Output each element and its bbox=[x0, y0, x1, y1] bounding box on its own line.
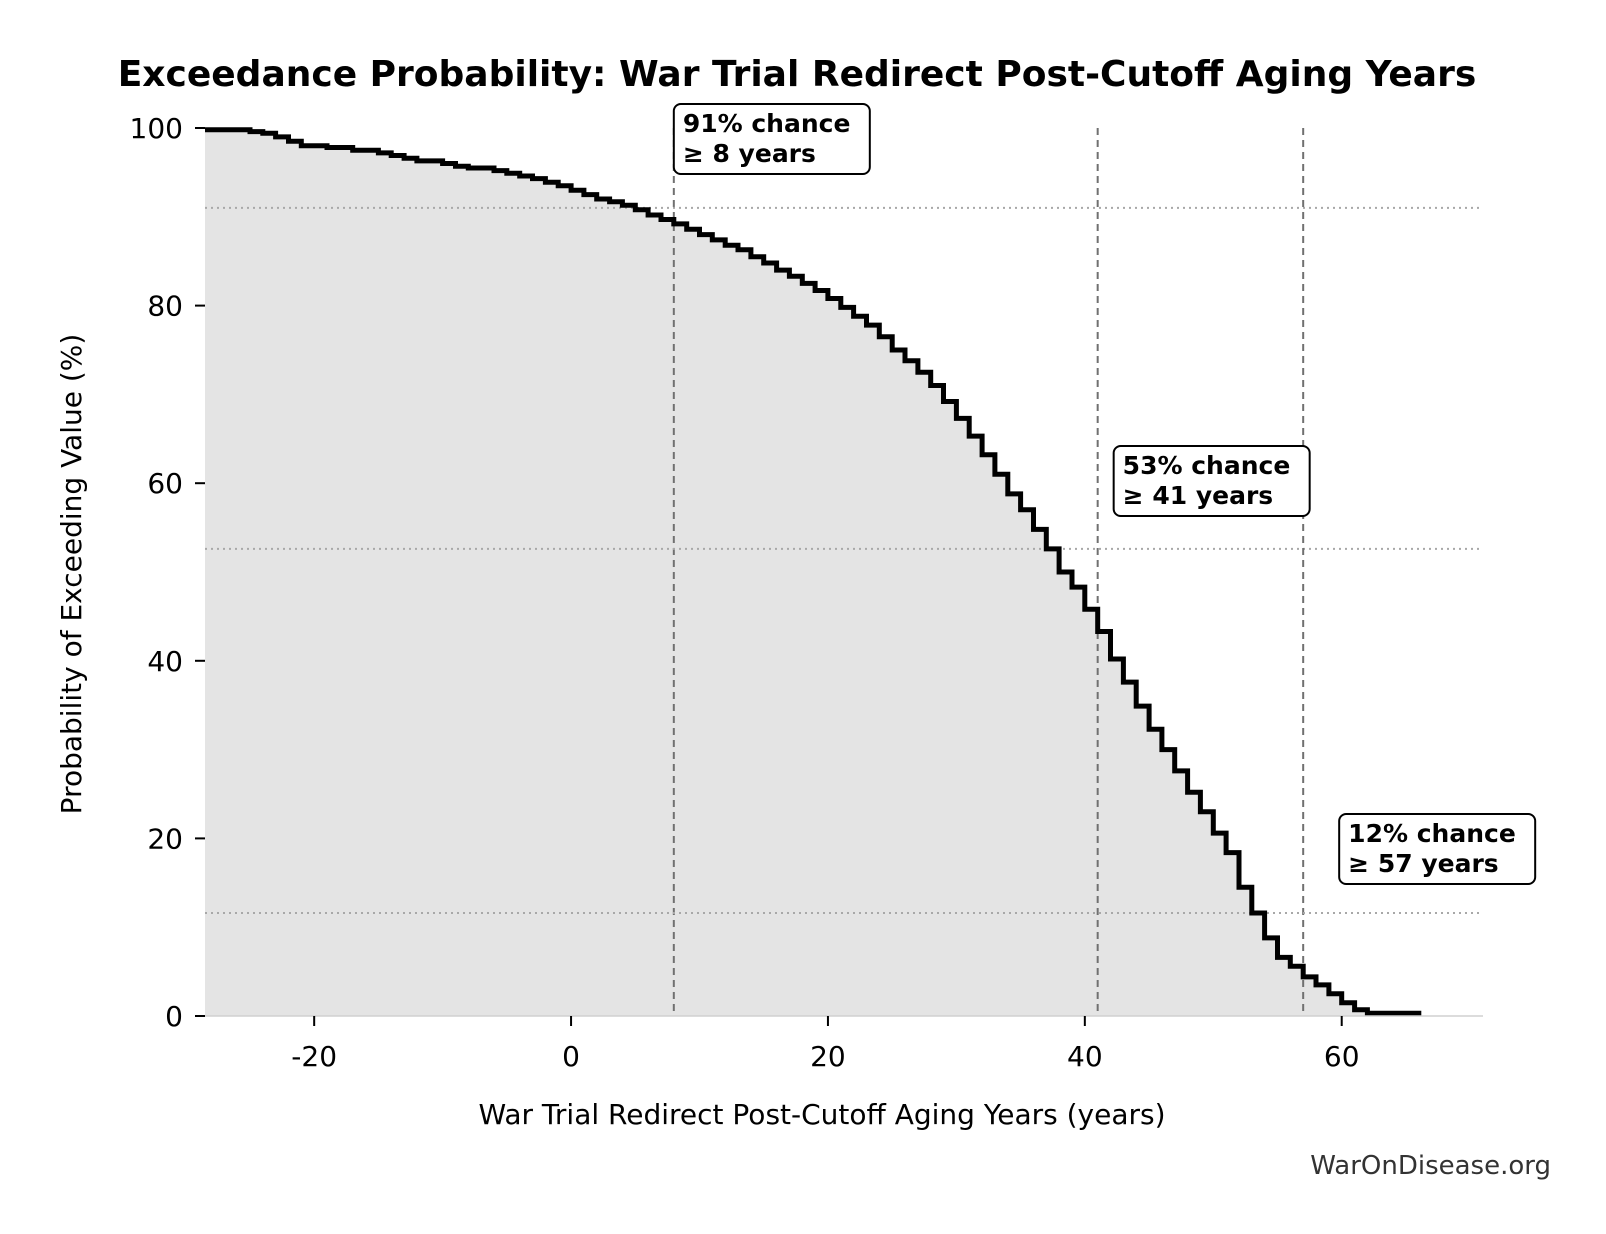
x-tick-label: 60 bbox=[1324, 1040, 1360, 1073]
y-tick-label: 80 bbox=[147, 290, 183, 323]
reference-lines bbox=[205, 128, 1483, 1016]
annotation-frame bbox=[1338, 813, 1537, 885]
x-tick-label: 40 bbox=[1067, 1040, 1103, 1073]
y-tick-label: 100 bbox=[130, 112, 183, 145]
y-tick-label: 60 bbox=[147, 467, 183, 500]
chart-title: Exceedance Probability: War Trial Redire… bbox=[118, 54, 1477, 95]
annotation-line-1: 12% chance bbox=[1348, 819, 1516, 848]
annotation-line-2: ≥ 8 years bbox=[683, 139, 816, 168]
x-tick-label: 0 bbox=[562, 1040, 580, 1073]
annotation-box-1: 91% chance≥ 8 years bbox=[672, 103, 871, 175]
x-tick-label: 20 bbox=[810, 1040, 846, 1073]
annotations: 91% chance≥ 8 years 53% chance≥ 41 years 1… bbox=[672, 103, 1537, 885]
y-tick-label: 20 bbox=[147, 822, 183, 855]
annotation-frame bbox=[672, 103, 871, 175]
annotation-box-2: 53% chance≥ 41 years bbox=[1112, 445, 1311, 517]
y-axis-ticks: 0 20 40 60 80 100 bbox=[130, 112, 205, 1033]
watermark: WarOnDisease.org bbox=[1310, 1151, 1551, 1181]
annotation-frame bbox=[1112, 445, 1311, 517]
x-tick-label: -20 bbox=[291, 1040, 337, 1073]
annotation-line-2: ≥ 57 years bbox=[1348, 849, 1498, 878]
x-axis-ticks: -20 0 20 40 60 bbox=[291, 1016, 1360, 1073]
annotation-line-1: 53% chance bbox=[1123, 451, 1291, 480]
y-tick-label: 0 bbox=[165, 1000, 183, 1033]
annotation-line-2: ≥ 41 years bbox=[1123, 481, 1273, 510]
x-axis-label: War Trial Redirect Post-Cutoff Aging Yea… bbox=[478, 1098, 1165, 1131]
area-fill-under-curve bbox=[205, 129, 1419, 1017]
plot-area bbox=[205, 127, 1483, 1017]
y-axis-label: Probability of Exceeding Value (%) bbox=[55, 334, 88, 815]
annotation-line-1: 91% chance bbox=[683, 109, 851, 138]
y-tick-label: 40 bbox=[147, 645, 183, 678]
annotation-box-3: 12% chance≥ 57 years bbox=[1338, 813, 1537, 885]
exceedance-step-line bbox=[205, 127, 1422, 1016]
axes: -20 0 20 40 60 0 20 40 60 80 100 bbox=[130, 112, 1483, 1073]
